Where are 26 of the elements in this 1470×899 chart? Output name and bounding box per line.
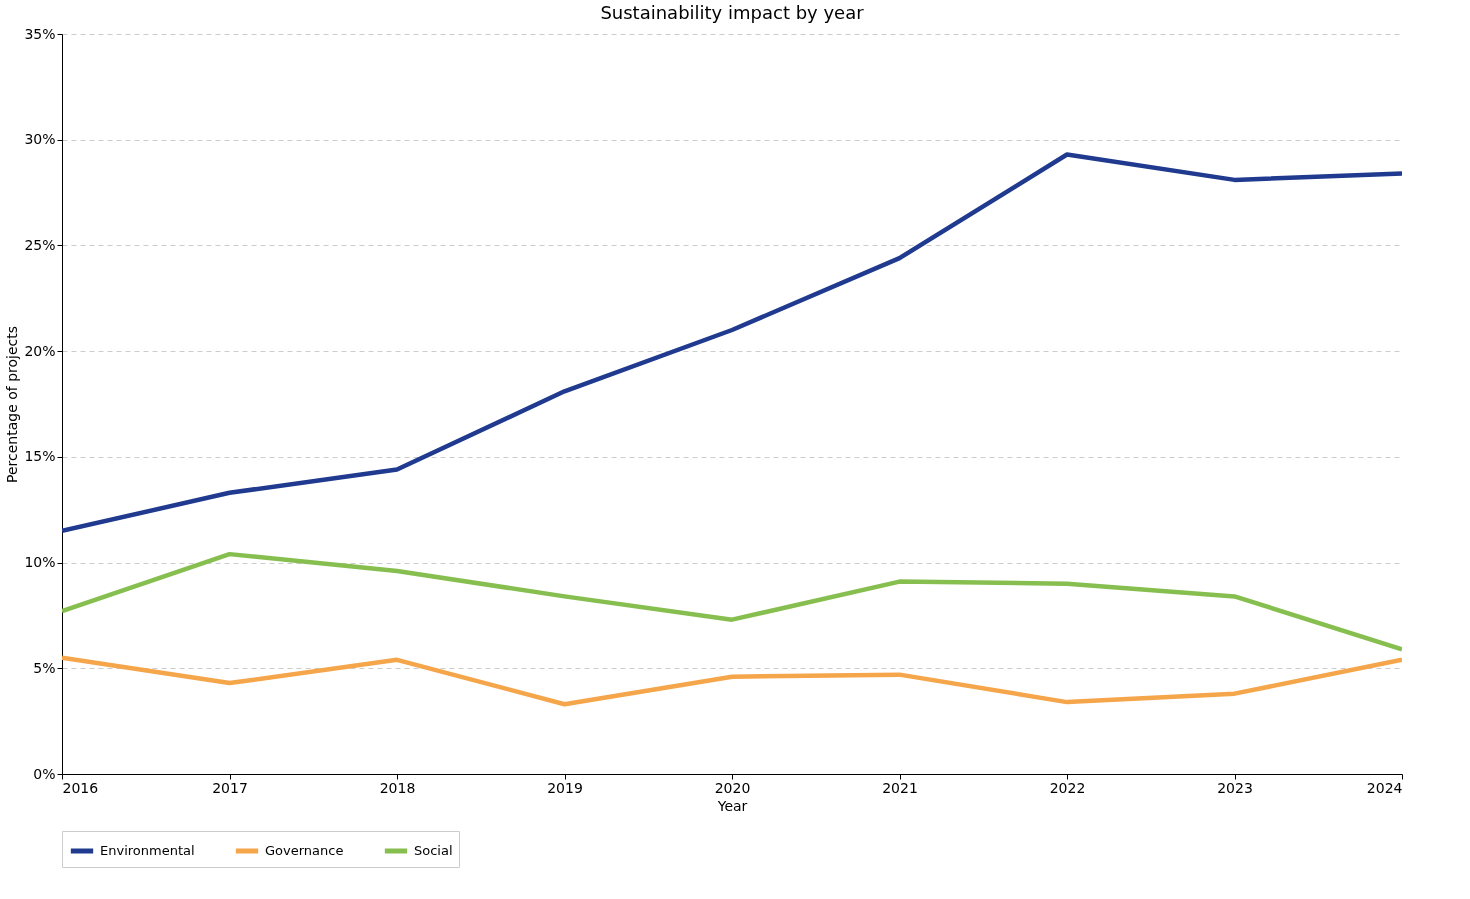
y-tick-label: 25%: [24, 236, 56, 253]
x-tick-label: 2018: [379, 779, 416, 796]
chart-title: Sustainability impact by year: [600, 2, 865, 23]
x-tick-label: 2023: [1217, 779, 1253, 796]
x-tick-label: 2016: [62, 779, 99, 796]
y-tick-label: 20%: [24, 342, 56, 359]
y-axis-title: Percentage of projects: [4, 325, 21, 484]
y-tick-label: 10%: [24, 554, 56, 571]
x-tick-label: 2020: [714, 779, 751, 796]
y-tick-label: 15%: [24, 448, 56, 465]
x-tick-label: 2017: [212, 779, 248, 796]
x-tick-label: 2024: [1366, 779, 1403, 796]
x-tick-label: 2022: [1049, 779, 1086, 796]
x-tick-label: 2019: [547, 779, 583, 796]
legend-label: Environmental: [100, 843, 195, 858]
line-series: [62, 655, 1402, 707]
legend-label: Social: [414, 843, 453, 858]
y-tick-label: 35%: [24, 25, 56, 42]
x-tick-label: 2021: [882, 779, 918, 796]
line-series: [62, 152, 1402, 534]
y-tick-label: 0%: [33, 765, 56, 782]
line-series: [62, 551, 1402, 652]
legend-label: Governance: [265, 843, 344, 858]
y-tick-label: 30%: [24, 131, 56, 148]
y-tick-label: 5%: [33, 659, 56, 676]
x-axis-title: Year: [716, 797, 748, 814]
